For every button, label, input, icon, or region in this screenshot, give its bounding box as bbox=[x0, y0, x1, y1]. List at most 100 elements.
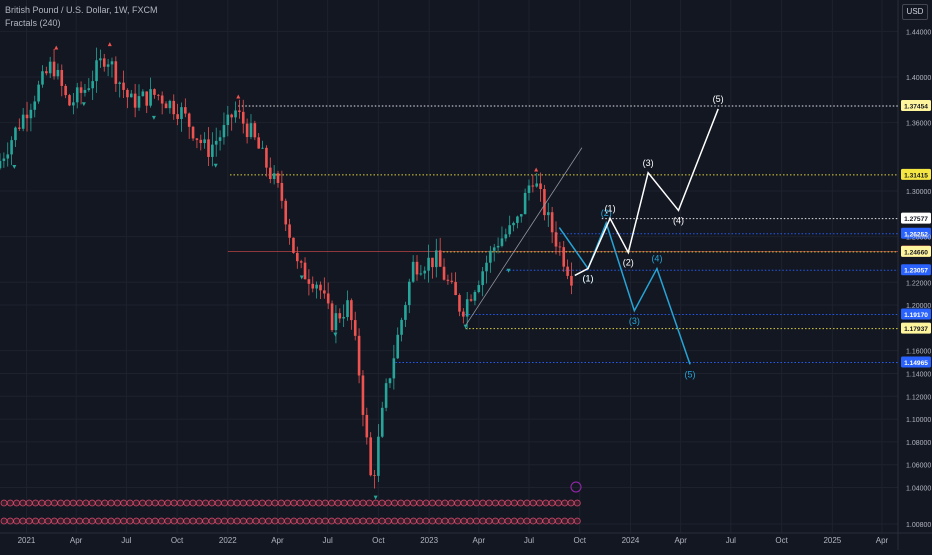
candle-body bbox=[249, 123, 253, 138]
blue-wave-label: (2) bbox=[601, 208, 612, 218]
candle-body bbox=[431, 257, 434, 268]
session-icon bbox=[284, 499, 291, 507]
candle-body bbox=[14, 127, 17, 141]
session-icon bbox=[126, 517, 134, 525]
time-tick-label: 2021 bbox=[18, 536, 36, 545]
session-icon bbox=[239, 499, 247, 507]
session-icon bbox=[158, 517, 165, 525]
price-tick-label: 1.10000 bbox=[906, 417, 931, 424]
candle-body bbox=[180, 107, 183, 119]
time-tick-label: 2025 bbox=[823, 536, 841, 545]
session-icon bbox=[523, 517, 531, 525]
grid-lines bbox=[0, 0, 898, 533]
session-icon bbox=[139, 499, 147, 507]
candle-body bbox=[234, 110, 237, 118]
fractal-down-marker bbox=[12, 164, 17, 169]
price-tick-label: 1.26000 bbox=[906, 235, 931, 242]
session-icon bbox=[183, 517, 191, 525]
session-icon bbox=[548, 517, 556, 525]
candle-body bbox=[423, 270, 427, 274]
fractal-up-marker bbox=[54, 45, 59, 50]
price-tick-label: 1.20000 bbox=[906, 303, 931, 310]
candle-body bbox=[435, 250, 438, 268]
candle-body bbox=[311, 283, 315, 289]
fractal-down-marker bbox=[299, 275, 304, 280]
session-icon bbox=[403, 517, 411, 525]
session-icon bbox=[95, 517, 102, 525]
session-icon bbox=[347, 517, 354, 525]
session-icon bbox=[19, 517, 27, 525]
candle-body bbox=[56, 69, 60, 77]
session-icon bbox=[328, 499, 336, 507]
candle-body bbox=[458, 295, 461, 312]
candle-body bbox=[238, 110, 241, 112]
session-icon bbox=[284, 517, 291, 525]
price-tag bbox=[901, 245, 931, 257]
candle-body bbox=[102, 58, 106, 67]
session-icon bbox=[252, 499, 260, 507]
session-icon bbox=[334, 499, 342, 507]
candle-body bbox=[315, 284, 318, 289]
candle-body bbox=[419, 273, 423, 275]
session-icon bbox=[302, 499, 310, 507]
candle-body bbox=[454, 281, 457, 296]
candle-body bbox=[512, 222, 515, 226]
price-tag bbox=[901, 264, 931, 276]
price-axis[interactable]: 1.44000 1.40000 1.36000 1.30000 1.26000 1.220… bbox=[906, 29, 931, 529]
session-icon bbox=[132, 517, 140, 525]
session-icon bbox=[176, 517, 184, 525]
session-icon bbox=[555, 517, 562, 525]
candle-body bbox=[75, 87, 79, 103]
session-icon bbox=[479, 499, 487, 507]
candle-body bbox=[570, 275, 573, 286]
session-icon bbox=[410, 517, 417, 525]
candle-body bbox=[41, 71, 44, 85]
session-icon bbox=[208, 517, 216, 525]
session-icon bbox=[32, 499, 39, 507]
session-icon bbox=[428, 499, 436, 507]
candle-body bbox=[10, 140, 13, 155]
session-icon bbox=[302, 517, 310, 525]
session-icon bbox=[378, 517, 386, 525]
candle-body bbox=[292, 237, 295, 253]
session-icon bbox=[510, 499, 518, 507]
session-icon bbox=[82, 499, 90, 507]
candle-body bbox=[72, 102, 75, 106]
fractal-up-marker bbox=[534, 167, 539, 172]
price-tick-label: 1.00800 bbox=[906, 522, 931, 529]
candle-body bbox=[492, 247, 496, 251]
session-icon bbox=[485, 517, 493, 525]
candle-body bbox=[68, 95, 71, 106]
price-tag-label: 1.37454 bbox=[904, 104, 928, 111]
symbol-title[interactable]: British Pound / U.S. Dollar, 1W, FXCM bbox=[5, 5, 158, 15]
session-icon bbox=[548, 499, 556, 507]
candle-body bbox=[334, 313, 338, 331]
price-tag-label: 1.26252 bbox=[904, 231, 928, 238]
candle-body bbox=[21, 114, 25, 129]
session-icon bbox=[214, 499, 222, 507]
indicator-label[interactable]: Fractals (240) bbox=[5, 18, 61, 28]
candle-body bbox=[554, 232, 558, 247]
white-wave-label: (1) bbox=[605, 203, 616, 213]
candle-body bbox=[230, 114, 233, 118]
candle-body bbox=[29, 109, 33, 119]
candle-body bbox=[396, 334, 400, 359]
session-icon bbox=[321, 499, 329, 507]
currency-button[interactable]: USD bbox=[902, 4, 928, 20]
session-icon bbox=[353, 499, 361, 507]
candle-body bbox=[203, 139, 206, 144]
fractal-down-marker bbox=[373, 495, 378, 500]
session-icon bbox=[529, 517, 537, 525]
candle-body bbox=[516, 216, 519, 223]
time-tick-label: 2023 bbox=[420, 536, 438, 545]
session-icon bbox=[460, 517, 468, 525]
price-tick-label: 1.14000 bbox=[906, 371, 931, 378]
session-icon bbox=[315, 517, 323, 525]
candle-body bbox=[473, 292, 477, 301]
price-tag bbox=[901, 212, 931, 224]
time-axis[interactable]: 2021 Apr Jul Oct 2022 Apr Jul Oct 2023 Apr Jul Oct 2… bbox=[18, 536, 889, 545]
session-icon bbox=[447, 517, 455, 525]
session-icon bbox=[372, 517, 380, 525]
